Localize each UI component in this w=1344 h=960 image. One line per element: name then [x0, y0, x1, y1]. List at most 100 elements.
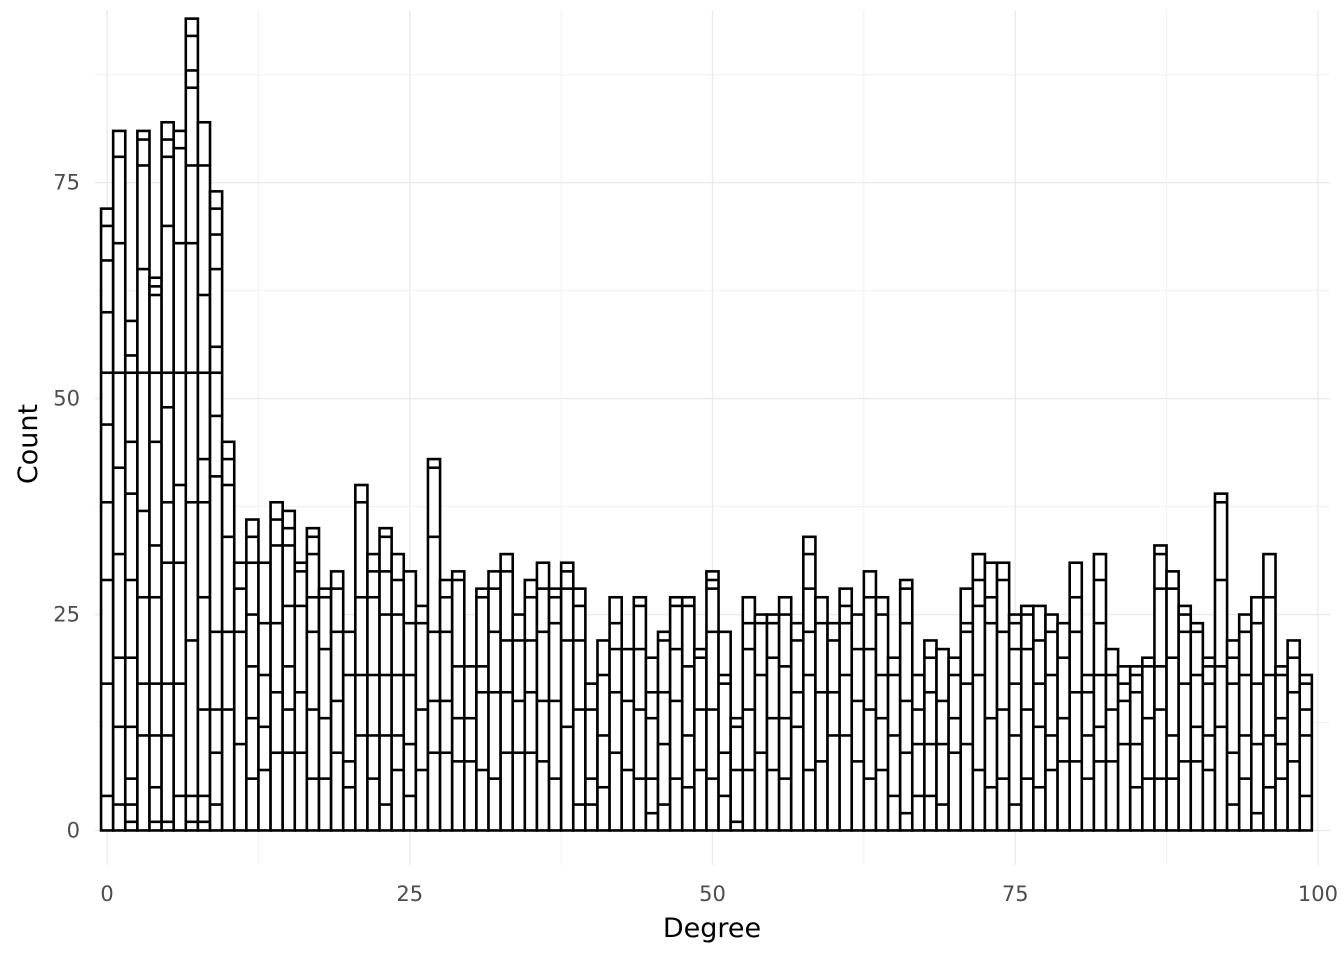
bar-outline: [1116, 665, 1132, 832]
bar-outline: [1056, 621, 1071, 832]
histogram-bar: [220, 440, 236, 832]
histogram-bar: [281, 509, 297, 832]
bar-outline: [269, 500, 284, 832]
histogram-bar: [1019, 604, 1035, 832]
histogram-bar: [123, 319, 139, 832]
histogram-bar: [487, 570, 502, 832]
x-tick-label: 0: [100, 882, 113, 906]
histogram-bar: [341, 630, 357, 832]
histogram-bar: [1249, 595, 1265, 832]
bar-outline: [862, 570, 878, 832]
histogram-bar: [293, 561, 309, 832]
histogram-bar: [826, 621, 841, 832]
histogram-bar: [777, 595, 793, 832]
bar-outline: [245, 518, 260, 832]
bar-outline: [462, 665, 478, 832]
histogram-bar: [668, 595, 684, 832]
histogram-bar: [1274, 665, 1289, 832]
bar-outline: [208, 190, 224, 832]
bar-outline: [584, 682, 599, 832]
histogram-bar: [656, 630, 672, 832]
bar-outline: [136, 129, 151, 832]
bar-outline: [523, 578, 539, 832]
bar-outline: [1286, 639, 1302, 832]
histogram-bar: [910, 673, 926, 832]
bar-outline: [293, 561, 309, 832]
histogram-bar: [753, 613, 769, 832]
bar-outline: [826, 621, 841, 832]
histogram-bar: [874, 595, 890, 832]
bar-outline: [1165, 570, 1180, 832]
bar-outline: [947, 656, 963, 832]
y-tick-label: 75: [53, 171, 80, 195]
x-tick-label: 25: [396, 882, 423, 906]
y-tick-label: 0: [67, 818, 80, 842]
x-tick-labels: 0 25 50 75 100: [100, 882, 1338, 906]
histogram-bar: [136, 129, 151, 832]
bar-outline: [1213, 492, 1229, 832]
bar-outline: [184, 17, 200, 832]
histogram-bar: [717, 630, 732, 832]
histogram-bar: [475, 587, 490, 832]
bar-outline: [1298, 673, 1314, 832]
bar-outline: [741, 595, 757, 832]
histogram-bar: [317, 587, 333, 832]
histogram-bar: [1153, 544, 1168, 832]
y-tick-labels: 0 25 50 75: [53, 171, 80, 843]
histogram-bar: [789, 621, 805, 832]
histogram-bar: [995, 561, 1011, 832]
bar-outline: [923, 639, 938, 832]
bar-outline: [753, 613, 769, 832]
bar-outline: [160, 120, 176, 832]
bar-outline: [777, 595, 793, 832]
y-axis-title: Count: [13, 404, 44, 484]
histogram-bar: [232, 561, 248, 832]
bar-outline: [341, 630, 357, 832]
bar-outline: [426, 457, 442, 832]
bar-outline: [1177, 604, 1193, 832]
bar-outline: [1274, 665, 1289, 832]
histogram-bar: [559, 561, 575, 832]
histogram-bar: [462, 665, 478, 832]
y-tick-label: 50: [53, 387, 80, 411]
bar-outline: [414, 604, 430, 832]
histogram-bar: [608, 595, 623, 832]
histogram-bar: [1080, 673, 1096, 832]
histogram-bar: [535, 561, 551, 832]
bar-outline: [172, 129, 188, 832]
histogram-bar: [1116, 665, 1132, 832]
bar-outline: [220, 440, 236, 832]
bar-outline: [438, 578, 454, 832]
histogram-bar: [971, 552, 987, 832]
histogram-bar: [196, 120, 212, 832]
histogram-bar: [898, 578, 914, 832]
bar-outline: [693, 647, 708, 832]
bar-outline: [123, 319, 139, 832]
histogram-bar: [1286, 639, 1302, 832]
histogram-bar: [850, 613, 866, 832]
histogram-bar: [680, 595, 696, 832]
histogram-bar: [511, 613, 527, 832]
bar-outline: [680, 595, 696, 832]
histogram-bar: [632, 595, 648, 832]
bar-outline: [644, 656, 660, 832]
bar-outline: [729, 716, 745, 832]
histogram-bar: [693, 647, 708, 832]
bar-outline: [1249, 595, 1265, 832]
bar-outline: [886, 656, 902, 832]
bar-outline: [475, 587, 490, 832]
bar-outline: [1092, 552, 1108, 832]
histogram-bar: [148, 276, 163, 832]
histogram-bar: [947, 656, 963, 832]
histogram-bar: [644, 656, 660, 832]
histogram-bar: [450, 570, 466, 832]
histogram-bar: [838, 587, 854, 832]
histogram-bar: [390, 552, 406, 832]
x-axis-title: Degree: [663, 913, 761, 944]
histogram-bar: [1092, 552, 1108, 832]
histogram-bar: [705, 570, 720, 832]
histogram-bar: [741, 595, 757, 832]
histogram-bar: [257, 561, 272, 832]
x-tick-label: 75: [1002, 882, 1029, 906]
